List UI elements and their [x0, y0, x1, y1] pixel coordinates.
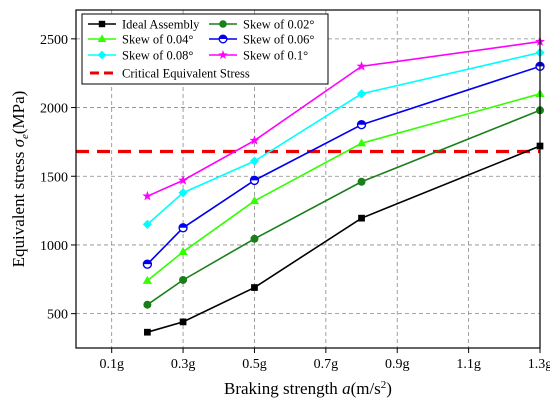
- data-point: [179, 318, 187, 326]
- legend-label: Skew of 0.04°: [122, 33, 193, 47]
- legend-label: Ideal Assembly: [122, 18, 200, 32]
- x-tick-label: 1.1g: [456, 357, 481, 372]
- data-point: [356, 120, 367, 130]
- data-point: [142, 259, 153, 269]
- data-point: [178, 175, 189, 185]
- legend-item: Skew of 0.04°: [88, 33, 193, 47]
- legend-label: Skew of 0.1°: [243, 49, 308, 63]
- series-0: [144, 142, 544, 336]
- data-point: [249, 175, 260, 186]
- data-point: [178, 188, 188, 198]
- data-point: [250, 234, 259, 243]
- x-axis-title: Braking strength a(m/s2): [224, 379, 392, 398]
- data-point: [142, 275, 152, 284]
- x-tick-label: 0.3g: [171, 357, 196, 372]
- series-4: [142, 47, 545, 229]
- series-line: [146, 109, 541, 306]
- legend-marker: [218, 34, 228, 44]
- data-point: [142, 219, 153, 229]
- series-2: [142, 88, 545, 284]
- y-tick-label: 500: [47, 308, 68, 323]
- legend-marker: [219, 20, 227, 28]
- series-1: [143, 106, 544, 309]
- data-point: [143, 300, 152, 309]
- data-point: [249, 135, 260, 145]
- x-tick-label: 0.5g: [242, 357, 267, 372]
- series-layer: [142, 36, 545, 336]
- series-line: [147, 145, 541, 333]
- legend-label: Skew of 0.02°: [243, 18, 314, 32]
- legend-item: Skew of 0.08°: [88, 49, 193, 63]
- legend-marker: [218, 50, 228, 60]
- data-point: [249, 196, 260, 205]
- y-tick-label: 1500: [40, 170, 68, 185]
- legend-label: Critical Equivalent Stress: [122, 67, 250, 81]
- legend-marker: [97, 50, 107, 60]
- plot-frame: [75, 9, 541, 349]
- x-tick-label: 0.7g: [314, 357, 339, 372]
- data-point: [251, 284, 258, 291]
- y-axis-title: Equivalent stress σe(MPa): [9, 91, 31, 268]
- legend-item: Skew of 0.06°: [209, 33, 314, 47]
- x-tick-label: 0.9g: [385, 357, 410, 372]
- data-point: [356, 89, 367, 99]
- legend-item: Skew of 0.1°: [209, 49, 308, 63]
- data-point: [356, 61, 367, 71]
- y-tick-label: 2500: [40, 33, 68, 48]
- legend-marker: [97, 34, 107, 42]
- data-point: [178, 223, 188, 233]
- axis-ticks: 0.1g 0.3g 0.5g 0.7g 0.9g 1.1g 1.3g 500 1000 1500 2…: [40, 33, 550, 372]
- data-point: [179, 275, 188, 284]
- legend-label: Skew of 0.08°: [122, 49, 193, 63]
- data-point: [357, 177, 366, 186]
- legend-item: Critical Equivalent Stress: [90, 67, 250, 81]
- data-point: [249, 156, 260, 166]
- x-tick-label: 0.1g: [99, 357, 124, 372]
- data-point: [178, 246, 188, 255]
- data-point: [142, 190, 153, 201]
- data-point: [356, 138, 367, 147]
- legend: Ideal Assembly Skew of 0.02° Skew of 0.04°…: [81, 13, 329, 85]
- legend-label: Skew of 0.06°: [243, 33, 314, 47]
- x-tick-label: 1.3g: [528, 357, 550, 372]
- legend-marker: [98, 20, 106, 28]
- legend-item: Ideal Assembly: [88, 18, 200, 32]
- data-point: [358, 214, 365, 222]
- data-point: [144, 328, 151, 336]
- series-line: [146, 93, 541, 282]
- legend-item: Skew of 0.02°: [209, 18, 314, 32]
- legend-box: [81, 13, 329, 85]
- y-tick-label: 1000: [40, 239, 68, 254]
- y-tick-label: 2000: [40, 102, 68, 117]
